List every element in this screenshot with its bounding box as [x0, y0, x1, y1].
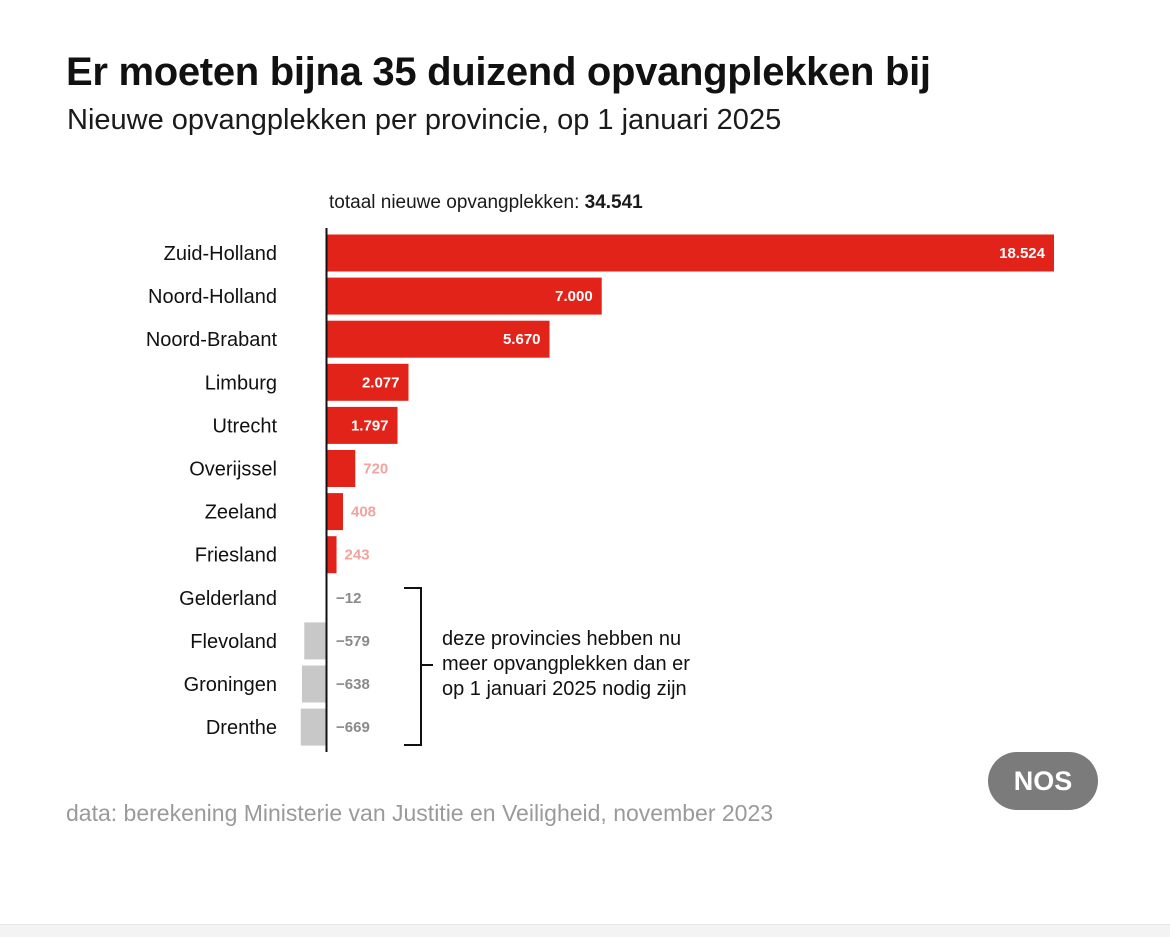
chart-title: Er moeten bijna 35 duizend opvangplekken… [66, 50, 931, 94]
category-label: Utrecht [213, 415, 278, 437]
value-label: −579 [336, 633, 370, 650]
annotation-text: deze provincies hebben nu meer opvangple… [442, 628, 696, 700]
bar-chart: totaal nieuwe opvangplekken: 34.541 Zuid… [146, 192, 1054, 752]
value-label: 243 [345, 547, 370, 564]
category-label: Gelderland [179, 588, 277, 610]
bar [327, 493, 344, 531]
value-label: 5.670 [503, 331, 541, 348]
category-label: Drenthe [206, 717, 277, 739]
bar [300, 708, 327, 746]
value-label: 408 [351, 504, 376, 521]
chart-subtitle: Nieuwe opvangplekken per provincie, op 1… [67, 104, 782, 136]
bar [327, 450, 356, 487]
value-label: −638 [336, 676, 370, 693]
total-label: totaal nieuwe opvangplekken: [329, 192, 579, 213]
category-label: Groningen [184, 674, 277, 696]
category-label: Overijssel [189, 459, 277, 481]
bar [301, 665, 327, 703]
category-label: Noord-Holland [148, 286, 277, 308]
value-label: 720 [363, 461, 388, 478]
source-note: data: berekening Ministerie van Justitie… [66, 800, 774, 826]
category-label: Zuid-Holland [164, 243, 277, 265]
annotation-line: meer opvangplekken dan er [442, 653, 690, 675]
nos-logo: NOS [988, 752, 1098, 810]
bar [327, 320, 550, 358]
value-label: 7.000 [555, 288, 593, 305]
annotation-bracket [404, 587, 433, 746]
annotation-line: deze provincies hebben nu [442, 628, 681, 650]
value-label: 2.077 [362, 374, 400, 391]
category-label: Zeeland [205, 502, 277, 524]
total-value: 34.541 [585, 192, 644, 213]
bar [327, 277, 602, 315]
value-label: −669 [336, 719, 370, 736]
annotation-line: op 1 januari 2025 nodig zijn [442, 678, 687, 700]
value-label: 18.524 [999, 245, 1046, 262]
total-annotation: totaal nieuwe opvangplekken: 34.541 [329, 192, 643, 213]
category-label: Friesland [195, 545, 277, 567]
category-label: Noord-Brabant [146, 329, 278, 351]
value-label: 1.797 [351, 417, 389, 434]
bottom-divider [0, 924, 1170, 937]
bar [327, 363, 409, 401]
bar [304, 622, 327, 660]
bar [327, 406, 398, 444]
category-label: Limburg [205, 372, 277, 394]
bar [327, 234, 1054, 272]
value-label: −12 [336, 590, 361, 607]
bar [327, 536, 337, 574]
category-label: Flevoland [190, 631, 277, 653]
